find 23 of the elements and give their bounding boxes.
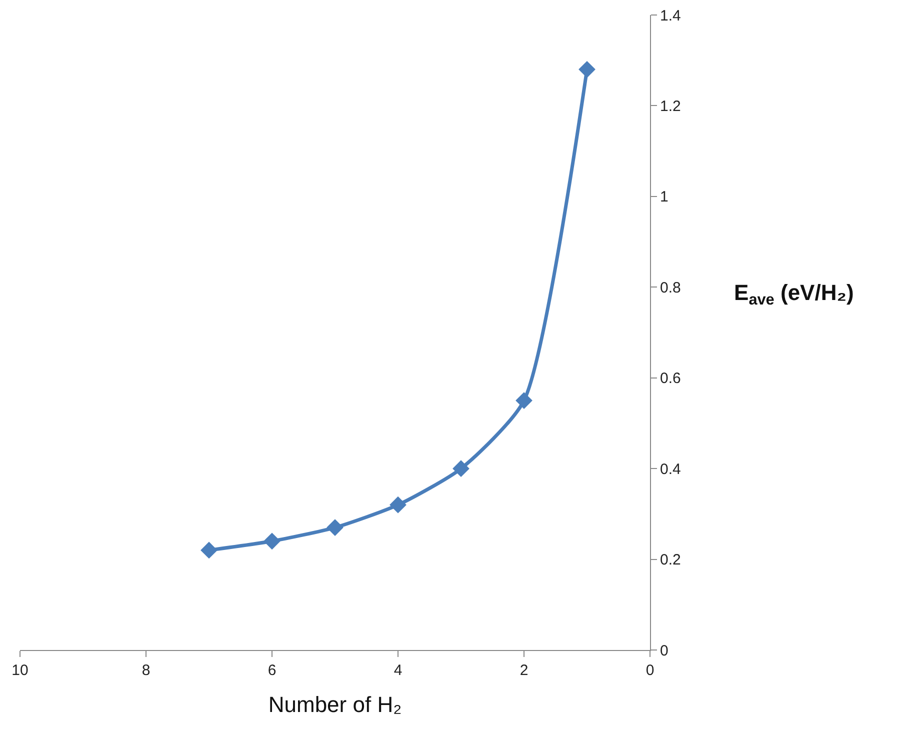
x-tick-label: 8 bbox=[142, 662, 150, 679]
point bbox=[452, 460, 470, 478]
x-axis-title: Number of H₂ bbox=[268, 692, 402, 717]
y-tick-label: 0.2 bbox=[660, 552, 681, 569]
x-tick-label: 0 bbox=[646, 662, 654, 679]
y-axis-title: E$_{ave}$ (eV/H₂) bbox=[734, 280, 854, 309]
y-tick-label: 1 bbox=[660, 188, 668, 206]
x-tick-label: 10 bbox=[12, 662, 28, 679]
point bbox=[390, 496, 406, 514]
point bbox=[326, 519, 344, 536]
point bbox=[516, 392, 532, 409]
y-tick-label: 1.4 bbox=[660, 7, 681, 24]
y-tick-label: 1.2 bbox=[660, 98, 681, 115]
y-tick-label: 0.8 bbox=[660, 279, 681, 296]
point bbox=[578, 60, 596, 78]
y-tick-label: 0 bbox=[660, 642, 668, 660]
point bbox=[200, 542, 218, 559]
y-tick-label: 0.4 bbox=[660, 460, 681, 478]
x-tick-label: 2 bbox=[520, 662, 528, 679]
y-tick-label: 0.6 bbox=[660, 370, 681, 388]
x-tick-label: 4 bbox=[394, 662, 402, 679]
x-tick-label: 6 bbox=[268, 662, 276, 679]
point bbox=[264, 532, 280, 550]
